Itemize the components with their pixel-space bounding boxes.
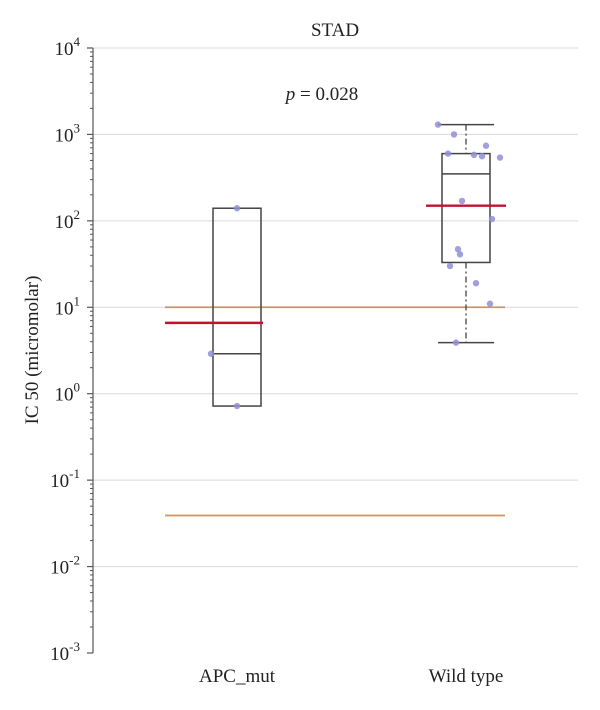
x-tick-label: APC_mut (199, 666, 276, 687)
data-point (482, 142, 490, 149)
data-point (456, 251, 464, 258)
data-point (454, 245, 462, 253)
data-point (446, 262, 454, 270)
data-point (452, 339, 460, 346)
data-point (496, 154, 504, 161)
data-point (472, 279, 480, 287)
y-axis-ticks: 10-3 10-2 10-1 100 101 102 103 104 (50, 34, 93, 665)
data-point (444, 150, 452, 157)
y-tick-label: 10-3 (50, 639, 80, 665)
p-value-annotation: p = 0.028 (284, 84, 358, 105)
box-2 (426, 121, 506, 346)
data-point (207, 350, 215, 357)
data-point (486, 300, 494, 307)
y-tick-label: 103 (55, 120, 81, 146)
data-point (488, 215, 496, 223)
boxes (165, 121, 506, 410)
box-rect (441, 152, 491, 264)
x-axis-labels: APC_mut Wild type (199, 666, 503, 687)
data-point (458, 197, 466, 205)
y-tick-label: 102 (55, 207, 81, 233)
y-tick-label: 104 (55, 34, 81, 60)
y-axis-label: IC 50 (micromolar) (22, 276, 43, 425)
y-tick-label: 10-1 (50, 466, 80, 492)
data-point (233, 205, 241, 212)
y-tick-label: 10-2 (50, 553, 80, 579)
y-tick-label: 101 (55, 293, 81, 319)
y-tick-label: 100 (55, 380, 81, 406)
box-1 (165, 205, 263, 410)
data-point (478, 152, 486, 160)
chart-title: STAD (311, 20, 359, 41)
data-point (233, 402, 241, 410)
x-tick-label: Wild type (429, 666, 504, 687)
data-point (470, 151, 478, 159)
reference-lines (165, 306, 505, 517)
data-point (434, 121, 442, 128)
data-point (450, 131, 458, 138)
